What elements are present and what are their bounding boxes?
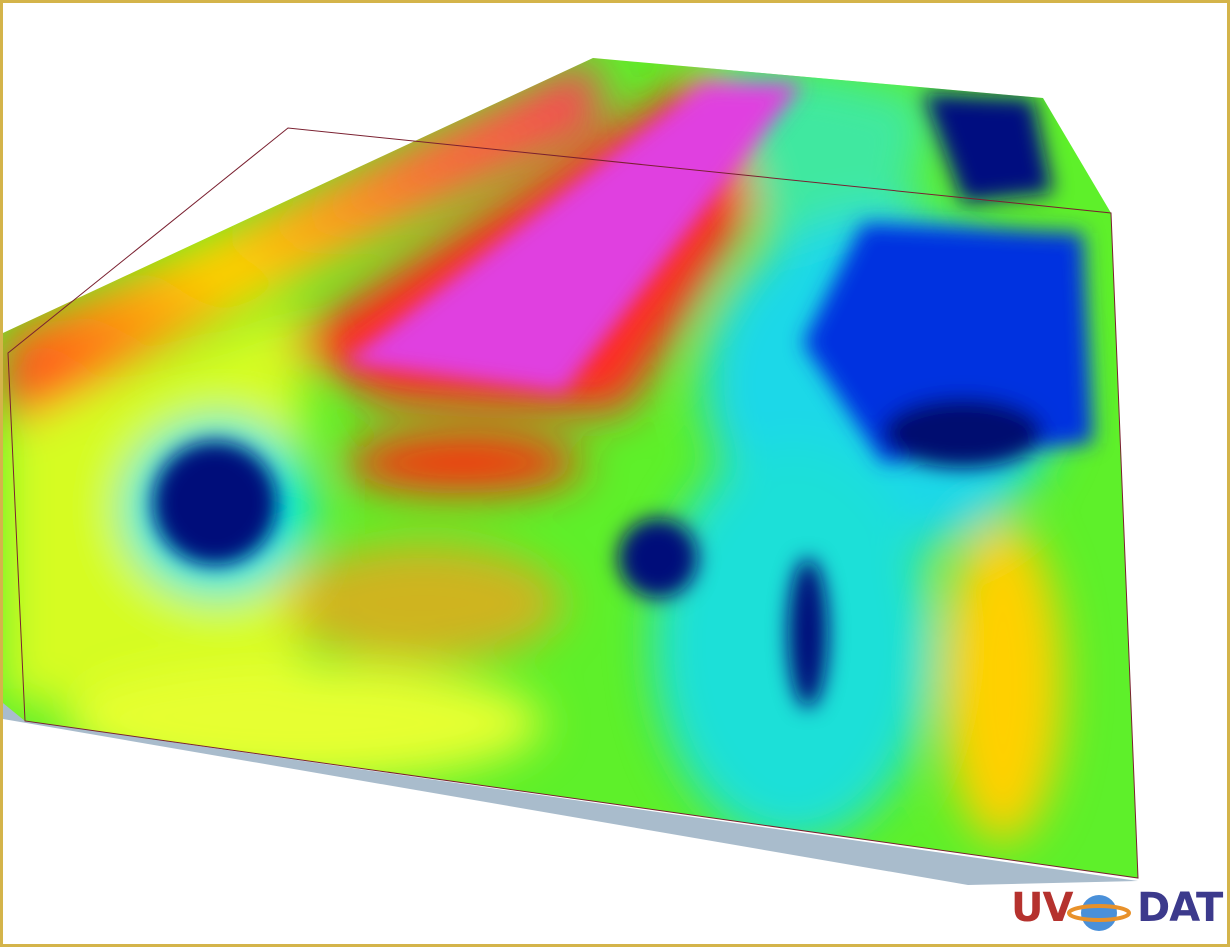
volume-render (3, 58, 1139, 885)
logo: UV DAT (1009, 883, 1224, 939)
base-slab (3, 698, 1138, 885)
volume (3, 58, 1138, 878)
logo-text: DAT (1137, 885, 1223, 931)
logo-globe (1067, 895, 1131, 931)
slice-outline (7, 127, 1139, 879)
logo-text: UV (1011, 885, 1073, 931)
